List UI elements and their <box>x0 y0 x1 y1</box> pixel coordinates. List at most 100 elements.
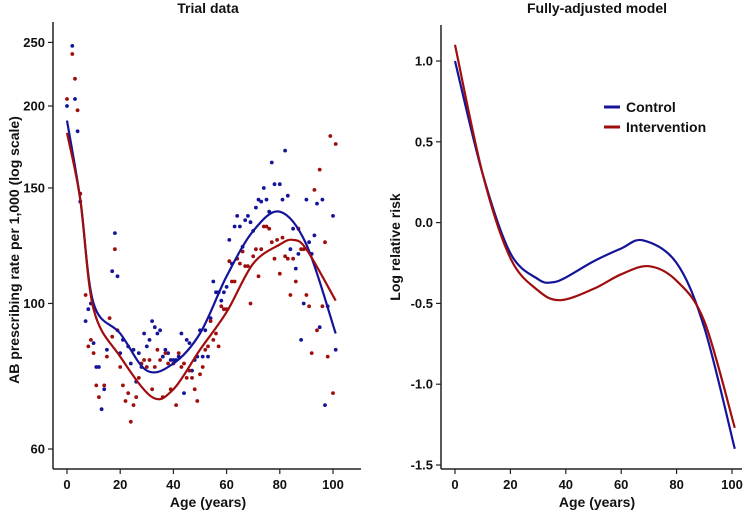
point-intervention <box>211 338 216 342</box>
point-control <box>291 226 295 231</box>
trial-data-panel: Trial data AB prescribing rate per 1,000… <box>6 0 361 510</box>
point-control <box>208 316 213 320</box>
fully-adjusted-x-tick-label: 80 <box>669 477 683 492</box>
point-control <box>261 186 266 190</box>
point-control <box>312 233 317 238</box>
fully-adjusted-x-label: Age (years) <box>559 494 635 510</box>
point-intervention <box>136 376 141 380</box>
point-control <box>115 274 120 279</box>
point-control <box>203 328 208 333</box>
point-intervention <box>113 247 117 252</box>
fully-adjusted-y-tick-label: 0.5 <box>415 134 433 149</box>
point-control <box>320 197 325 202</box>
fully-adjusted-x-tick-label: 60 <box>614 477 628 492</box>
point-control <box>144 344 149 349</box>
point-intervention <box>83 293 88 297</box>
point-intervention <box>144 365 149 369</box>
point-control <box>152 325 157 330</box>
point-intervention <box>227 259 232 264</box>
point-control <box>243 218 248 223</box>
point-control <box>269 160 274 165</box>
point-intervention <box>102 383 107 388</box>
point-intervention <box>248 301 253 306</box>
point-control <box>184 338 189 342</box>
point-control <box>285 193 290 198</box>
fully-adjusted-x-tick-label: 20 <box>503 477 517 492</box>
fully-adjusted-x-tick-label: 40 <box>559 477 573 492</box>
point-intervention <box>179 365 184 369</box>
point-intervention <box>97 395 101 399</box>
point-control <box>307 240 311 245</box>
point-intervention <box>267 226 272 231</box>
point-intervention <box>155 347 160 352</box>
point-control <box>155 331 160 336</box>
point-control <box>283 148 287 153</box>
legend-label-control: Control <box>626 99 676 115</box>
point-control <box>160 354 165 359</box>
point-control <box>171 358 176 362</box>
point-intervention <box>123 399 128 403</box>
point-intervention <box>91 351 96 355</box>
point-intervention <box>182 361 186 366</box>
point-intervention <box>166 361 171 366</box>
trial-data-x-label: Age (years) <box>170 494 246 510</box>
point-control <box>331 214 335 218</box>
point-intervention <box>107 316 112 320</box>
trial-data-y-label: AB prescribing rate per 1,000 (log scale… <box>6 116 22 384</box>
point-control <box>136 351 141 355</box>
point-intervention <box>238 261 242 266</box>
point-control <box>70 44 75 48</box>
point-intervention <box>147 358 152 362</box>
point-intervention <box>285 256 290 261</box>
point-intervention <box>232 279 237 284</box>
point-control <box>333 347 338 352</box>
point-intervention <box>272 256 277 261</box>
fully-adjusted-y-label: Log relative risk <box>387 193 403 301</box>
point-intervention <box>331 391 335 395</box>
point-control <box>94 365 99 369</box>
point-intervention <box>288 293 293 297</box>
point-intervention <box>243 264 248 268</box>
point-intervention <box>75 108 80 113</box>
point-intervention <box>315 328 319 333</box>
point-control <box>315 201 319 206</box>
fit-curve-control <box>65 120 337 374</box>
point-intervention <box>128 419 133 424</box>
point-intervention <box>307 304 311 309</box>
point-control <box>214 290 218 295</box>
point-intervention <box>275 238 279 242</box>
point-control <box>179 331 184 336</box>
point-intervention <box>293 279 298 284</box>
point-intervention <box>230 279 234 284</box>
point-control <box>219 298 224 303</box>
point-intervention <box>291 256 295 261</box>
point-control <box>163 347 168 352</box>
point-intervention <box>256 274 261 279</box>
point-intervention <box>110 334 115 339</box>
point-intervention <box>312 188 317 192</box>
trial-data-x-tick-label: 60 <box>219 477 233 492</box>
point-control <box>168 358 173 362</box>
point-control <box>99 407 104 412</box>
point-intervention <box>158 358 163 362</box>
point-intervention <box>222 307 226 312</box>
point-control <box>222 290 226 295</box>
point-control <box>97 365 101 369</box>
point-intervention <box>142 358 147 362</box>
point-intervention <box>195 399 200 403</box>
fully-adjusted-y-tick-label: -1.0 <box>411 377 433 392</box>
fit-curve-intervention <box>65 132 337 401</box>
trial-data-x-tick-label: 20 <box>113 477 127 492</box>
point-control <box>317 325 322 330</box>
point-intervention <box>309 351 314 355</box>
fully-adjusted-x-tick-label: 100 <box>721 477 743 492</box>
point-intervention <box>89 338 93 342</box>
point-control <box>277 182 282 187</box>
point-control <box>166 351 171 355</box>
point-control <box>110 269 115 274</box>
point-control <box>238 224 242 229</box>
point-intervention <box>325 354 330 359</box>
fully-adjusted-title: Fully-adjusted model <box>527 0 667 16</box>
point-control <box>232 224 237 229</box>
point-intervention <box>269 240 274 245</box>
